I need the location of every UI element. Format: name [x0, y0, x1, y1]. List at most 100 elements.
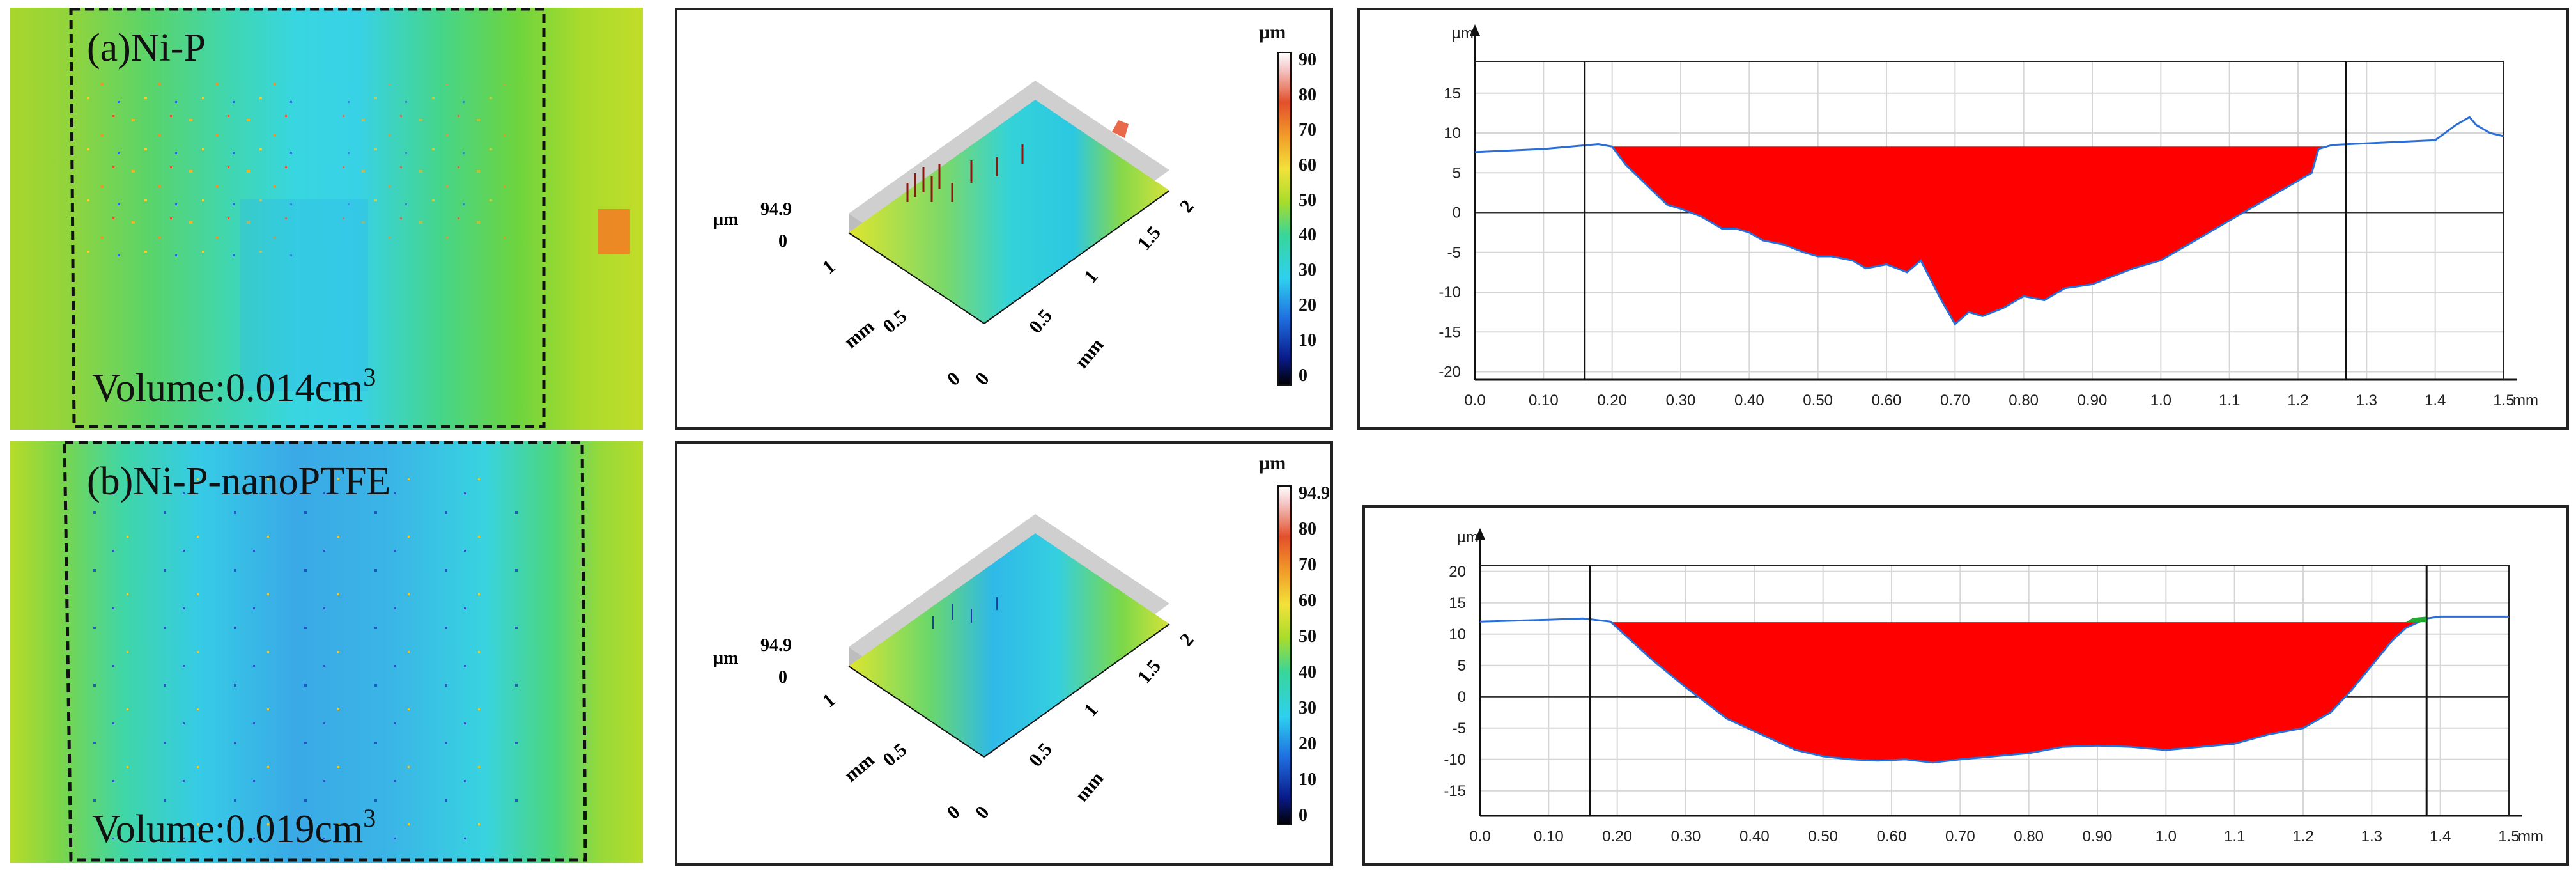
- z-bottom-b: 0: [778, 667, 787, 687]
- profile-chart-b: 0.0 0.10 0.20 0.30 0.40 0.50 0.60 0.70 0.80 0.90 1…: [1444, 528, 2543, 845]
- height-map-b: [10, 441, 643, 863]
- height-map-panel-a: (a)Ni-P Volume:0.014cm 3: [10, 8, 643, 430]
- y-tick-label: -5: [1453, 720, 1466, 737]
- y-tick-label: 10: [1449, 626, 1466, 643]
- map-a-label: (a)Ni-P: [87, 26, 206, 70]
- pileup-fill: [2406, 616, 2427, 623]
- y-axis-unit: µm: [1452, 25, 1474, 42]
- x-tick-label: 0.70: [1940, 392, 1970, 409]
- z-bottom-a: 0: [778, 231, 787, 251]
- y-tick-label: -10: [1444, 751, 1466, 769]
- z-top-a: 94.9: [760, 199, 792, 219]
- y-tick-label: 10: [1444, 125, 1461, 142]
- cbar-a-ticks: 90 80 70 60 50 40 30 20 10 0: [1299, 50, 1330, 386]
- x-tick-label: 0.40: [1734, 392, 1764, 409]
- profile-line: [1479, 615, 2509, 764]
- colorbar-tick-label: 20: [1299, 734, 1316, 754]
- x-tick-label: 0.20: [1602, 828, 1632, 845]
- y-tick-label: 15: [1449, 595, 1466, 612]
- x-tick-label: 1.0: [2150, 392, 2171, 409]
- wear-area-fill: [1571, 146, 2327, 324]
- x-tick-label: 0.40: [1739, 828, 1770, 845]
- x-axis-unit: mm: [2513, 392, 2538, 409]
- x-tick-label: 0.30: [1666, 392, 1696, 409]
- cbar-b-unit: µm: [1259, 453, 1286, 474]
- y-axis-unit: µm: [1457, 529, 1479, 546]
- y-axis-arrow: [1475, 528, 1485, 540]
- y-tick-label: -15: [1438, 324, 1461, 341]
- colorbar-tick-label: 40: [1299, 662, 1316, 682]
- colorbar-tick-label: 10: [1299, 331, 1316, 351]
- profile-panel-a: 0.0 0.10 0.20 0.30 0.40 0.50 0.60 0.70 0.80 0.90 1…: [1357, 8, 2569, 430]
- x-tick-label: 1.4: [2430, 828, 2451, 845]
- colorbar-tick-label: 80: [1299, 84, 1316, 105]
- y-tick-label: 0: [1453, 205, 1461, 222]
- x-tick-label: 0.80: [2009, 392, 2039, 409]
- y-tick-label: 5: [1458, 657, 1466, 675]
- colorbar-tick-label: 0: [1299, 806, 1307, 825]
- y-tick-label: 0: [1458, 689, 1466, 706]
- cbar-b-ticks: 94.9 80 70 60 50 40 30 20 10 0: [1299, 483, 1330, 826]
- colorbar-tick-label: 40: [1299, 225, 1316, 246]
- surface-3d-panel-b: µm 94.9 80 70 60 50 40 30 20 10 0 µm 94.9 0 1 0.5…: [675, 441, 1333, 866]
- profile-panel-b: 0.0 0.10 0.20 0.30 0.40 0.50 0.60 0.70 0.80 0.90 1…: [1362, 505, 2569, 866]
- colorbar-tick-label: 30: [1299, 698, 1316, 718]
- x-tick-label: 0.10: [1529, 392, 1559, 409]
- cbar-a-unit: µm: [1259, 22, 1286, 43]
- map-a-volume: Volume:0.014cm 3: [92, 363, 376, 411]
- x-tick-label: 1.5: [2493, 392, 2514, 409]
- map-b-volume-exponent: 3: [363, 804, 376, 832]
- colorbar-tick-label: 80: [1299, 519, 1316, 539]
- colorbar-tick-label: 10: [1299, 770, 1316, 790]
- y-tick-label: -15: [1444, 783, 1466, 800]
- colorbar-tick-label: 30: [1299, 260, 1316, 281]
- x-tick-label: 0.60: [1872, 392, 1902, 409]
- x-tick-label: 1.3: [2356, 392, 2377, 409]
- map-a-volume-exponent: 3: [363, 363, 376, 391]
- colorbar-tick-label: 50: [1299, 627, 1316, 646]
- x-tick-label: 0.80: [2014, 828, 2044, 845]
- surface-3d-panel-a: µm 90 80 70 60 50 40 30 20 10 0 µm 94.9 0 1 0.5 0…: [675, 8, 1333, 430]
- profile-line: [1474, 116, 2504, 326]
- z-top-b: 94.9: [760, 636, 792, 655]
- x-tick-label: 1.2: [2292, 828, 2313, 845]
- height-map-panel-b: (b)Ni-P-nanoPTFE Volume:0.019cm 3: [10, 441, 643, 863]
- x-tick-label: 0.0: [1464, 392, 1485, 409]
- colorbar-tick-label: 60: [1299, 591, 1316, 611]
- z-label-a: µm: [713, 210, 739, 230]
- x-tick-label: 1.1: [2224, 828, 2245, 845]
- x-axis-unit: mm: [2518, 828, 2543, 845]
- colorbar-tick-label: 90: [1299, 50, 1316, 70]
- x-tick-label: 0.20: [1597, 392, 1627, 409]
- y-tick-label: -20: [1438, 364, 1461, 381]
- x-tick-label: 0.10: [1534, 828, 1564, 845]
- x-tick-label: 0.70: [1945, 828, 1975, 845]
- y-axis-arrow: [1470, 24, 1480, 36]
- x-tick-label: 1.2: [2287, 392, 2308, 409]
- map-b-label: (b)Ni-P-nanoPTFE: [87, 460, 391, 503]
- y-tick-label: 5: [1453, 164, 1461, 182]
- y-tick-label: -5: [1447, 244, 1461, 261]
- x-tick-label: 0.30: [1671, 828, 1701, 845]
- x-tick-label: 0.60: [1877, 828, 1907, 845]
- colorbar-tick-label: 0: [1299, 366, 1307, 386]
- x-tick-label: 1.5: [2498, 828, 2519, 845]
- colorbar-tick-label: 60: [1299, 155, 1316, 175]
- colorbar-tick-label: 94.9: [1299, 483, 1330, 503]
- surface-3d-b: [848, 485, 1292, 825]
- x-tick-label: 0.50: [1803, 392, 1833, 409]
- map-a-volume-value: Volume:0.014cm: [92, 366, 364, 410]
- y-tick-label: 20: [1449, 563, 1466, 581]
- x-tick-label: 0.0: [1469, 828, 1490, 845]
- x-tick-label: 1.1: [2219, 392, 2240, 409]
- x-tick-label: 0.50: [1808, 828, 1838, 845]
- wear-area-fill: [1611, 622, 2419, 763]
- height-map-a: [10, 8, 643, 430]
- x-tick-label: 1.0: [2156, 828, 2177, 845]
- colorbar-tick-label: 70: [1299, 120, 1316, 140]
- y-tick-label: -10: [1438, 284, 1461, 301]
- surface-3d-a: [848, 52, 1292, 386]
- colorbar-tick-label: 70: [1299, 555, 1316, 575]
- colorbar-tick-label: 20: [1299, 295, 1316, 316]
- y-tick-label: 15: [1444, 85, 1461, 102]
